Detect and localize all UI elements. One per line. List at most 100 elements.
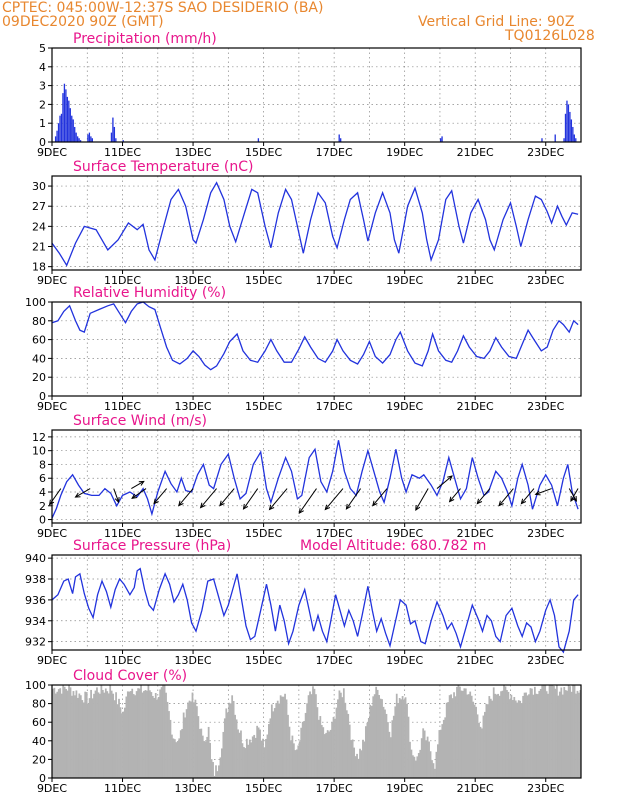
cloud-bar xyxy=(522,695,524,778)
precip-bar xyxy=(79,140,82,142)
cloud-bar xyxy=(495,694,498,778)
cloud-bar xyxy=(88,698,91,778)
cloud-bar xyxy=(348,724,351,778)
precip-panel-title: Precipitation (mm/h) xyxy=(73,31,217,47)
cloud-ytick-label: 0 xyxy=(39,772,46,785)
cloud-bar xyxy=(156,699,159,778)
cloud-bar xyxy=(453,692,455,778)
cloud-bar xyxy=(337,699,339,778)
cloud-bar xyxy=(222,731,225,778)
cloud-bar xyxy=(319,716,322,778)
cloud-bar xyxy=(576,690,579,778)
cloud-bar xyxy=(420,738,423,778)
cloud-bar xyxy=(473,704,476,778)
cloud-bar xyxy=(513,697,516,778)
cloud-bar xyxy=(442,719,445,778)
grid-note: Vertical Grid Line: 90Z xyxy=(418,14,575,30)
cloud-bar xyxy=(310,694,313,778)
cloud-bar xyxy=(484,711,486,778)
cloud-bar xyxy=(567,685,570,778)
cloud-bar xyxy=(514,700,517,778)
rh-xtick-label: 21DEC xyxy=(457,400,494,413)
wind-vector-arrowhead xyxy=(415,504,421,511)
cloud-bar xyxy=(295,749,298,778)
temp-xtick-label: 15DEC xyxy=(245,274,282,287)
cloud-bar xyxy=(364,726,367,778)
cloud-bar xyxy=(538,690,541,778)
wind-xtick-label: 19DEC xyxy=(386,527,423,540)
cloud-xtick-label: 23DEC xyxy=(527,782,564,795)
cloud-bar xyxy=(388,731,391,778)
cloud-bar xyxy=(63,686,66,778)
cloud-bar xyxy=(104,688,107,778)
cloud-bar xyxy=(143,690,145,778)
cloud-bar xyxy=(516,702,519,778)
cloud-bar xyxy=(475,706,477,778)
precip-bar xyxy=(66,96,69,142)
cloud-bar xyxy=(312,686,314,778)
cloud-bar xyxy=(419,749,422,778)
precip-ytick-label: 5 xyxy=(39,42,46,55)
cloud-bar xyxy=(450,694,452,778)
pressure-model-altitude: Model Altitude: 680.782 m xyxy=(300,538,486,554)
cloud-xtick-label: 11DEC xyxy=(104,782,141,795)
cloud-bar xyxy=(110,690,113,778)
cloud-bar xyxy=(300,727,303,778)
wind-xtick-label: 9DEC xyxy=(37,527,67,540)
cloud-bar xyxy=(223,718,226,778)
cloud-bar xyxy=(298,741,301,778)
pressure-xtick-label: 9DEC xyxy=(37,654,67,667)
cloud-ytick-label: 100 xyxy=(25,679,46,692)
precip-bar xyxy=(563,138,565,142)
cloud-bar xyxy=(544,685,547,778)
cloud-bar xyxy=(287,714,289,778)
cloud-bar xyxy=(72,691,75,778)
cloud-bar xyxy=(112,693,115,778)
cloud-bar xyxy=(210,759,213,778)
cloud-bar xyxy=(244,748,247,778)
cloud-bar xyxy=(243,747,245,778)
wind-vector-arrow xyxy=(178,488,194,506)
temp-series-line xyxy=(51,181,579,267)
precip-bar xyxy=(554,134,556,142)
pressure-xtick-label: 19DEC xyxy=(386,654,423,667)
cloud-bar xyxy=(528,694,530,778)
wind-vector-arrowhead xyxy=(138,480,145,486)
cloud-bar xyxy=(85,692,88,778)
cloud-bar xyxy=(573,685,576,778)
cloud-bar xyxy=(247,744,250,778)
wind-vector-arrowhead xyxy=(447,475,453,481)
temp-plot-frame xyxy=(51,175,582,271)
cloud-bar xyxy=(414,760,417,778)
precip-xtick-label: 11DEC xyxy=(104,146,141,159)
wind-vector-arrow xyxy=(535,488,552,495)
cloud-bar xyxy=(169,719,172,778)
wind-panel-title: Surface Wind (m/s) xyxy=(73,413,207,429)
cloud-bar xyxy=(193,702,195,778)
cloud-bar xyxy=(409,741,411,778)
cloud-bar xyxy=(99,693,101,778)
cloud-bar xyxy=(489,698,492,778)
cloud-bar xyxy=(398,698,401,778)
cloud-bar xyxy=(301,721,304,778)
temp-ytick-label: 30 xyxy=(32,180,46,193)
cloud-bar xyxy=(62,685,65,778)
cloud-bar xyxy=(307,695,310,778)
pressure-xtick-label: 13DEC xyxy=(175,654,212,667)
cloud-bar xyxy=(304,712,307,778)
cloud-bar xyxy=(395,693,398,778)
wind-vector-arrowhead xyxy=(219,500,225,507)
precip-bar xyxy=(54,136,57,142)
cloud-bar xyxy=(425,740,428,778)
cloud-bar xyxy=(492,687,495,778)
cloud-bar xyxy=(463,688,466,778)
cloud-bar xyxy=(572,685,574,778)
wind-vector-arrow xyxy=(324,488,344,510)
precip-xtick-label: 23DEC xyxy=(527,146,564,159)
cloud-bar xyxy=(329,729,332,778)
cloud-bar xyxy=(200,728,203,778)
wind-ytick-label: 4 xyxy=(39,486,46,499)
precip-bar xyxy=(573,134,575,142)
cloud-bar xyxy=(225,708,228,778)
precip-bar xyxy=(56,130,58,142)
